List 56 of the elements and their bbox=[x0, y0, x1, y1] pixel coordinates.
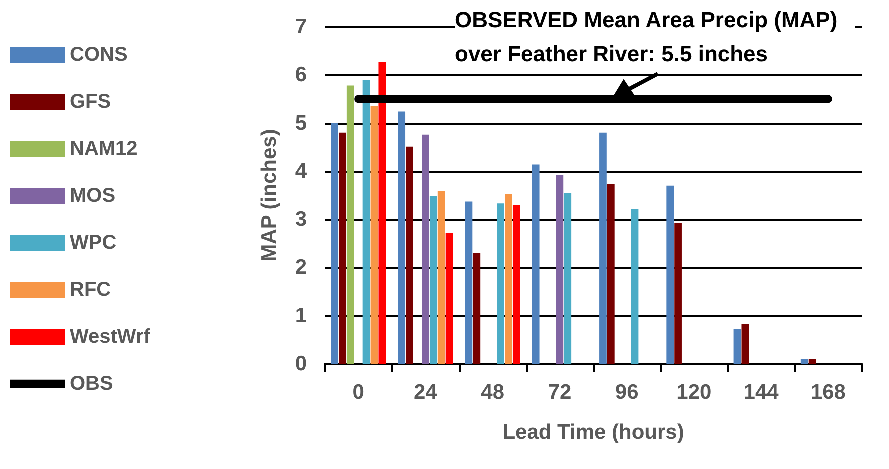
bar bbox=[808, 359, 816, 364]
bar bbox=[512, 205, 520, 364]
bar bbox=[473, 253, 481, 364]
bar bbox=[600, 132, 607, 364]
bar bbox=[497, 204, 504, 364]
y-tick-label: 0 bbox=[295, 352, 307, 376]
bar bbox=[532, 164, 540, 364]
bar bbox=[422, 134, 430, 364]
legend-label: WPC bbox=[70, 232, 117, 254]
bar bbox=[438, 191, 446, 364]
bar bbox=[331, 123, 338, 364]
bar bbox=[346, 86, 354, 364]
bar bbox=[734, 329, 742, 364]
legend-label: MOS bbox=[70, 185, 116, 207]
y-tick-label: 5 bbox=[295, 112, 308, 135]
y-tick-label: 7 bbox=[295, 16, 307, 38]
x-tick-label: 48 bbox=[481, 381, 505, 404]
bar bbox=[556, 175, 564, 364]
bar bbox=[666, 186, 674, 364]
bar bbox=[362, 80, 370, 364]
bar bbox=[674, 223, 682, 364]
annotation: OBSERVED Mean Area Precip (MAP) over Feather River: 5.5 inches bbox=[455, 8, 844, 66]
x-axis-title: Lead Time (hours) bbox=[502, 421, 684, 444]
bar bbox=[446, 234, 454, 364]
bar bbox=[631, 208, 639, 364]
bar bbox=[338, 132, 346, 364]
y-axis-title: MAP (inches) bbox=[258, 129, 281, 262]
legend-label: GFS bbox=[70, 91, 112, 113]
bar bbox=[398, 112, 406, 364]
y-tick-label: 1 bbox=[295, 304, 308, 328]
x-tick-label: 0 bbox=[352, 381, 364, 404]
x-tick-label: 72 bbox=[548, 381, 572, 404]
legend-label: RFC bbox=[70, 279, 112, 301]
bar bbox=[430, 196, 438, 364]
x-tick-label: 24 bbox=[414, 381, 438, 404]
bar bbox=[370, 106, 378, 364]
legend-label: CONS bbox=[70, 44, 128, 66]
x-tick-label: 120 bbox=[676, 381, 712, 404]
bar bbox=[406, 146, 414, 364]
y-tick-label: 3 bbox=[295, 208, 307, 232]
legend-label: WestWrf bbox=[70, 326, 151, 348]
bar bbox=[607, 184, 615, 364]
x-tick-label: 96 bbox=[615, 381, 639, 404]
legend-label: OBS bbox=[70, 373, 114, 395]
bar bbox=[800, 359, 808, 364]
x-tick-label: 168 bbox=[810, 381, 846, 404]
bar bbox=[564, 193, 572, 364]
y-tick-label: 6 bbox=[295, 64, 307, 87]
y-tick-label: 4 bbox=[295, 160, 308, 183]
bar bbox=[742, 324, 750, 364]
y-tick-label: 2 bbox=[295, 256, 307, 280]
x-tick-label: 144 bbox=[744, 381, 780, 404]
bar bbox=[378, 62, 386, 364]
bar bbox=[465, 202, 473, 364]
legend-label: NAM12 bbox=[70, 138, 138, 160]
bar bbox=[505, 194, 512, 364]
